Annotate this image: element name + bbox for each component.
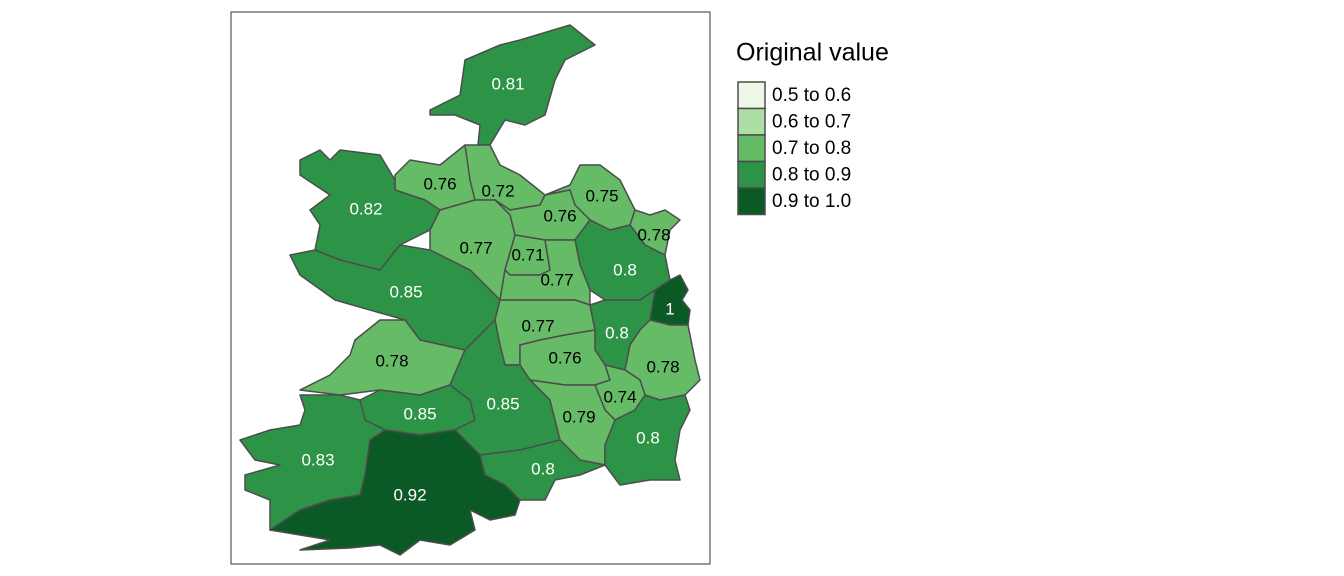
region <box>299 149 441 271</box>
region <box>604 394 691 486</box>
region-label: 0.77 <box>540 270 573 289</box>
region-label: 0.78 <box>375 351 408 370</box>
region-label: 0.85 <box>486 394 519 413</box>
region-label: 0.8 <box>605 323 629 342</box>
legend-swatch <box>737 160 766 189</box>
region-label: 0.83 <box>301 450 334 469</box>
region-label: 0.8 <box>636 428 660 447</box>
region <box>269 429 521 556</box>
region-label: 0.71 <box>511 245 544 264</box>
legend-swatch <box>737 134 766 163</box>
region-label: 0.76 <box>423 174 456 193</box>
region-label: 0.81 <box>491 74 524 93</box>
legend-swatch <box>737 187 766 216</box>
region-label: 0.72 <box>481 181 514 200</box>
region-label: 0.77 <box>459 238 492 257</box>
legend-swatch <box>737 81 766 110</box>
region-label: 0.82 <box>349 199 382 218</box>
map-frame <box>230 11 711 565</box>
legend-label: 0.5 to 0.6 <box>772 85 851 106</box>
region-label: 0.85 <box>403 404 436 423</box>
region-label: 0.76 <box>543 206 576 225</box>
legend-label: 0.9 to 1.0 <box>772 191 851 212</box>
region-label: 0.75 <box>585 186 618 205</box>
region-label: 0.78 <box>646 357 679 376</box>
region-label: 0.8 <box>613 260 637 279</box>
region-label: 0.77 <box>521 316 554 335</box>
legend-title: Original value <box>736 39 889 67</box>
region-label: 0.8 <box>531 459 555 478</box>
legend-swatch <box>737 107 766 136</box>
region <box>429 24 596 146</box>
region-label: 0.74 <box>603 387 636 406</box>
region-label: 0.85 <box>389 282 422 301</box>
legend-label: 0.6 to 0.7 <box>772 112 851 133</box>
legend-label: 0.8 to 0.9 <box>772 165 851 186</box>
region-label: 1 <box>665 299 674 318</box>
region-label: 0.92 <box>393 485 426 504</box>
legend-label: 0.7 to 0.8 <box>772 138 851 159</box>
region-label: 0.76 <box>548 348 581 367</box>
region-label: 0.79 <box>562 407 595 426</box>
region-label: 0.78 <box>637 225 670 244</box>
